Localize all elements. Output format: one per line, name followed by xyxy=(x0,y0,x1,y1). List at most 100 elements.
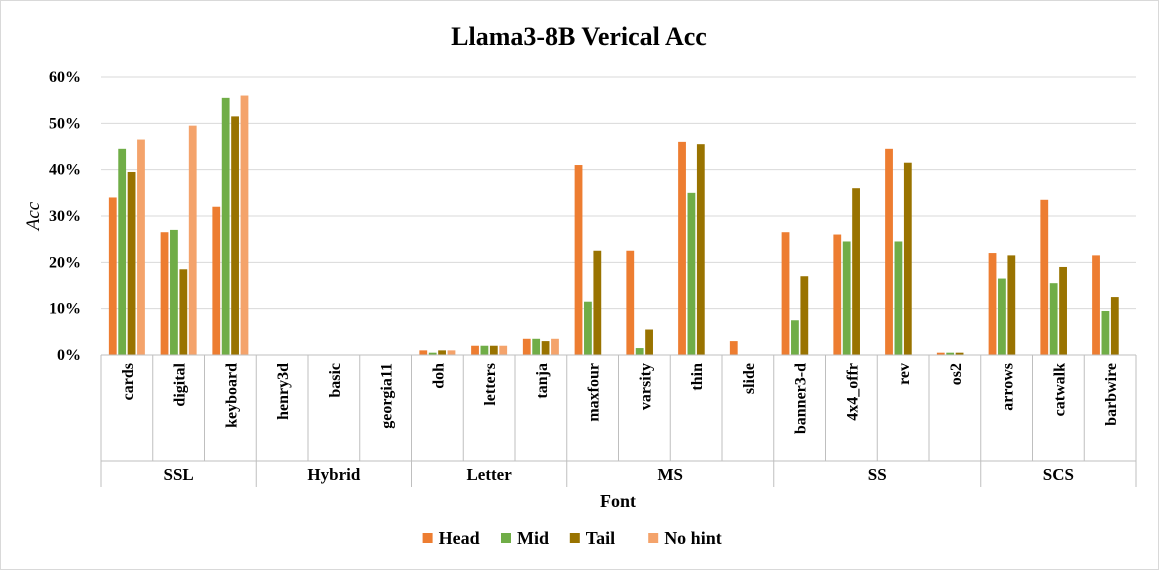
group-label-ssl: SSL xyxy=(164,465,194,484)
bar-tail-rev xyxy=(903,162,912,355)
y-tick-label: 40% xyxy=(49,162,81,179)
x-tick-label: keyboard xyxy=(223,363,240,428)
bar-tail-keyboard xyxy=(231,116,239,355)
bar-tail-catwalk xyxy=(1059,266,1067,355)
bar-mid-doh xyxy=(428,352,437,355)
bar-tail-tanja xyxy=(541,341,550,355)
legend-label-tail: Tail xyxy=(586,528,615,548)
y-tick-label: 20% xyxy=(49,254,81,271)
bar-head-doh xyxy=(419,350,428,355)
bar-no-hint-keyboard xyxy=(240,95,249,356)
y-axis-ticks: 0% 10% 20% 30% 40% 50% 60% xyxy=(49,69,81,364)
bar-head-letters xyxy=(471,345,479,355)
x-tick-label: doh xyxy=(430,363,447,389)
bar-head-4x4_offr xyxy=(833,234,842,355)
bar-no-hint-letters xyxy=(499,345,508,355)
bar-no-hint-tanja xyxy=(551,338,559,355)
bar-mid-thin xyxy=(687,192,696,355)
bar-mid-keyboard xyxy=(221,97,230,355)
gridlines xyxy=(101,76,1136,356)
x-tick-label: thin xyxy=(689,363,706,391)
group-label-hybrid: Hybrid xyxy=(307,465,360,484)
bar-mid-rev xyxy=(894,241,903,355)
bar-tail-os2 xyxy=(955,352,964,355)
legend-label-no-hint: No hint xyxy=(664,528,722,548)
x-tick-label: letters xyxy=(482,363,499,406)
bar-mid-banner3-d xyxy=(791,320,799,355)
bar-tail-thin xyxy=(696,144,705,355)
x-tick-label: tanja xyxy=(534,363,551,399)
x-tick-label: 4x4_offr xyxy=(844,363,861,421)
chart-title: Llama3-8B Verical Acc xyxy=(451,22,707,51)
bar-no-hint-cards xyxy=(137,139,145,355)
y-tick-label: 50% xyxy=(49,115,81,132)
bar-mid-tanja xyxy=(532,338,541,355)
x-tick-label: digital xyxy=(172,362,189,406)
bar-head-keyboard xyxy=(212,206,221,355)
bar-mid-os2 xyxy=(946,352,955,355)
group-label-ss: SS xyxy=(868,465,887,484)
bar-tail-banner3-d xyxy=(800,276,809,355)
bar-tail-barbwire xyxy=(1110,297,1119,355)
bar-tail-digital xyxy=(179,269,188,355)
x-tick-label: henry3d xyxy=(275,363,292,420)
x-tick-label: banner3-d xyxy=(793,363,810,434)
bar-tail-arrows xyxy=(1007,255,1016,355)
y-tick-label: 0% xyxy=(57,347,81,364)
bar-no-hint-doh xyxy=(447,350,456,355)
legend-label-mid: Mid xyxy=(517,528,549,548)
bar-head-rev xyxy=(885,148,893,355)
legend-swatch-mid xyxy=(501,533,511,543)
bar-mid-barbwire xyxy=(1101,310,1110,355)
bar-head-maxfour xyxy=(574,165,583,355)
x-tick-label: slide xyxy=(741,363,758,394)
bar-mid-varsity xyxy=(635,348,644,355)
bar-head-digital xyxy=(160,232,169,355)
y-tick-label: 60% xyxy=(49,69,81,86)
bar-head-cards xyxy=(108,197,117,355)
bar-mid-cards xyxy=(118,148,127,355)
bar-mid-4x4_offr xyxy=(842,241,851,355)
x-tick-label: arrows xyxy=(1000,363,1017,411)
legend-swatch-no-hint xyxy=(648,533,659,543)
bar-head-slide xyxy=(729,341,738,355)
y-axis-title: Acc xyxy=(23,201,44,232)
group-label-letter: Letter xyxy=(466,465,512,484)
bar-mid-catwalk xyxy=(1049,283,1058,355)
bars xyxy=(108,95,1119,356)
bar-mid-letters xyxy=(480,345,489,355)
x-tick-label: basic xyxy=(327,363,344,398)
bar-head-tanja xyxy=(522,338,531,355)
bar-head-thin xyxy=(678,141,686,355)
bar-tail-maxfour xyxy=(593,250,602,355)
bar-mid-maxfour xyxy=(584,301,592,355)
bar-tail-4x4_offr xyxy=(852,188,860,355)
x-axis: cards digital keyboard henry3d basic georgia1… xyxy=(100,354,1137,487)
group-label-ms: MS xyxy=(658,465,684,484)
bar-head-os2 xyxy=(936,352,945,355)
x-tick-label: os2 xyxy=(948,363,965,385)
legend-swatch-head xyxy=(422,533,433,543)
legend-swatch-tail xyxy=(569,533,580,543)
x-tick-label: georgia11 xyxy=(379,363,396,429)
x-tick-label: cards xyxy=(120,363,137,400)
x-tick-label: maxfour xyxy=(586,363,603,422)
bar-tail-letters xyxy=(489,345,498,355)
x-tick-label: barbwire xyxy=(1103,363,1120,426)
legend-label-head: Head xyxy=(439,528,480,548)
x-tick-label: rev xyxy=(896,363,913,385)
y-tick-label: 30% xyxy=(49,208,81,225)
bar-tail-cards xyxy=(127,171,136,355)
bar-mid-arrows xyxy=(998,278,1006,355)
bar-head-varsity xyxy=(626,250,635,355)
x-tick-label: varsity xyxy=(637,363,654,410)
bar-head-barbwire xyxy=(1092,255,1100,355)
legend: Head Mid Tail No hint xyxy=(422,528,722,548)
bar-mid-digital xyxy=(170,229,178,355)
bar-no-hint-digital xyxy=(188,125,197,356)
bar-tail-doh xyxy=(438,350,446,355)
bar-head-banner3-d xyxy=(781,232,790,355)
bar-tail-varsity xyxy=(645,329,653,355)
